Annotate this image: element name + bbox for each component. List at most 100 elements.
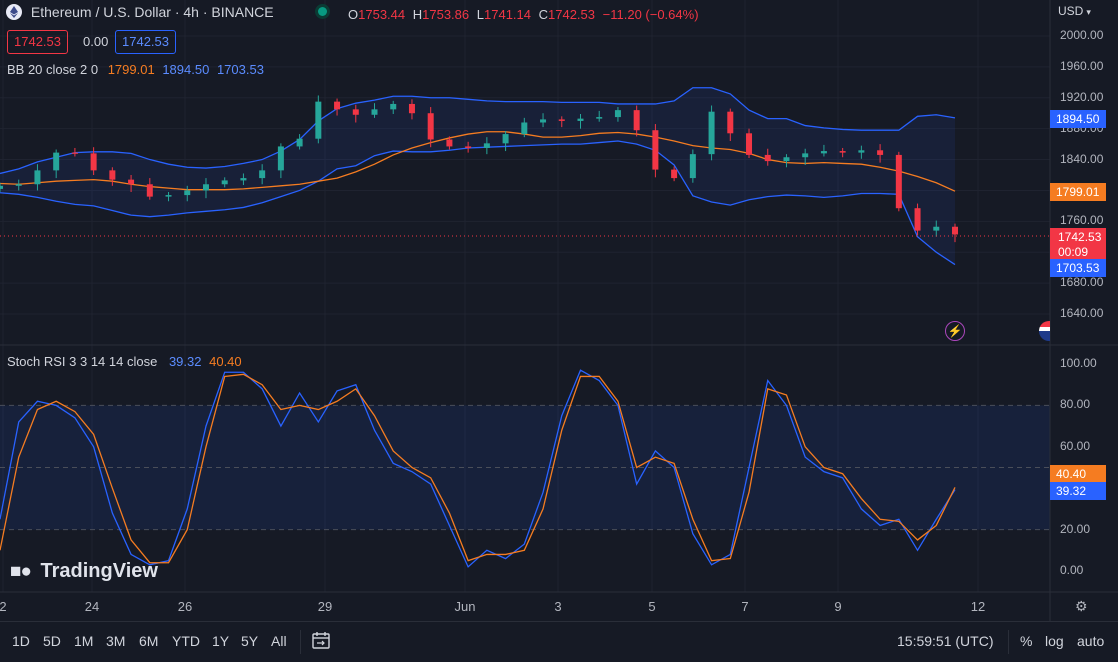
stoch-legend[interactable]: Stoch RSI 3 3 14 14 close 39.32 40.40 (7, 354, 242, 369)
price-tick-label: 1760.00 (1060, 213, 1104, 228)
candle-body (914, 208, 921, 231)
percent-scale-toggle[interactable]: % (1020, 633, 1033, 649)
currency-selector[interactable]: USD ▾ (1058, 4, 1091, 18)
candle (783, 154, 790, 168)
settings-gear-icon[interactable]: ⚙ (1075, 598, 1088, 614)
candle (202, 178, 209, 199)
candle (427, 107, 434, 148)
bb-upper-value: 1894.50 (162, 62, 210, 77)
candle-body (109, 170, 116, 180)
candle (221, 177, 228, 188)
timeframe-button-all[interactable]: All (271, 633, 287, 649)
candle-body (502, 134, 509, 144)
timeframe-button-6m[interactable]: 6M (139, 633, 159, 649)
stoch-lines (0, 369, 956, 568)
bb-legend[interactable]: BB 20 close 2 0 1799.01 1894.50 1703.53 (7, 62, 264, 77)
candle (90, 147, 97, 175)
time-tick-label: Jun (454, 599, 476, 614)
candle (877, 144, 884, 163)
bar-countdown: 00:09 (1058, 245, 1089, 259)
candle (390, 100, 397, 114)
timeframe-button-5y[interactable]: 5Y (241, 633, 259, 649)
candle (165, 191, 172, 202)
timeframe-button-1y[interactable]: 1Y (212, 633, 230, 649)
lightning-icon[interactable]: ⚡ (945, 321, 965, 341)
low-value: 1741.14 (484, 7, 531, 22)
timeframe-button-ytd[interactable]: YTD (172, 633, 200, 649)
bb-lower-line (0, 140, 956, 266)
candle-body (839, 151, 846, 153)
stoch-tick-label: 20.00 (1060, 521, 1091, 536)
timeframe-button-5d[interactable]: 5D (43, 633, 61, 649)
stoch-label: Stoch RSI 3 3 14 14 close (7, 354, 158, 369)
divider (1008, 630, 1009, 654)
log-scale-toggle[interactable]: log (1045, 633, 1064, 649)
stoch-d-line (0, 373, 956, 564)
candle-body (895, 154, 902, 209)
candle (577, 113, 584, 129)
candle-body (128, 179, 135, 185)
candle (540, 113, 547, 128)
candle-body (146, 184, 153, 197)
candle-body (877, 150, 884, 155)
price-tick-label: 2000.00 (1060, 28, 1104, 42)
flag-icon[interactable] (1039, 321, 1050, 341)
stoch-d-value: 40.40 (209, 354, 242, 369)
time-tick-label: 29 (317, 599, 333, 614)
timeframe-button-1m[interactable]: 1M (74, 633, 94, 649)
candle-body (521, 122, 528, 135)
time-tick-label: 24 (84, 599, 100, 614)
price-tick-label: 1680.00 (1060, 275, 1104, 290)
candle (802, 148, 809, 165)
tradingview-logo[interactable]: ■● TradingView (10, 560, 158, 582)
candle (184, 185, 191, 202)
bb-upper-tag: 1894.50 (1050, 110, 1106, 128)
ohlc-values: O1753.44 H1753.86 L1741.14 C1742.53 −11.… (348, 7, 699, 22)
candle-body (540, 119, 547, 123)
candle-body (671, 169, 678, 179)
bb-basis-tag: 1799.01 (1050, 183, 1106, 201)
candle-body (315, 101, 322, 139)
candle-body (858, 150, 865, 153)
candle (483, 137, 490, 155)
candle (0, 182, 3, 192)
time-tick-label: 12 (970, 599, 986, 614)
sell-price-button[interactable]: 1742.53 (7, 30, 68, 54)
date-range-icon[interactable] (311, 630, 331, 650)
candle-body (614, 110, 621, 118)
market-status-icon[interactable] (318, 7, 327, 16)
stoch-tick-label: 100.00 (1060, 356, 1097, 370)
candle (820, 144, 827, 157)
candle-body (90, 153, 97, 171)
candle (277, 143, 284, 179)
stoch-k-value: 39.32 (168, 354, 202, 369)
ethereum-logo-icon (6, 4, 22, 20)
candle-body (165, 195, 172, 197)
candle (839, 147, 846, 158)
clock[interactable]: 15:59:51 (UTC) (897, 633, 994, 649)
stoch-d-tag: 40.40 (1050, 465, 1106, 483)
bb-lower-tag: 1703.53 (1050, 259, 1106, 277)
buy-price-button[interactable]: 1742.53 (115, 30, 176, 54)
auto-scale-toggle[interactable]: auto (1077, 633, 1105, 649)
candle-body (296, 138, 303, 147)
candle-body (34, 170, 41, 185)
candle-body (746, 133, 753, 155)
candle-body (952, 226, 958, 235)
candle (558, 116, 565, 128)
candle (71, 147, 78, 157)
candle (109, 167, 116, 186)
timeframe-button-3m[interactable]: 3M (106, 633, 126, 649)
candle-body (783, 157, 790, 162)
symbol-header[interactable]: Ethereum / U.S. Dollar · 4h · BINANCE (6, 4, 274, 20)
candle (746, 128, 753, 159)
candle-body (727, 111, 734, 134)
symbol-title[interactable]: Ethereum / U.S. Dollar · 4h · BINANCE (30, 4, 274, 20)
candle (614, 107, 621, 122)
timeframe-button-1d[interactable]: 1D (12, 633, 30, 649)
close-value: 1742.53 (548, 7, 596, 22)
candle (764, 148, 771, 166)
candle-body (820, 151, 827, 154)
candle-body (558, 119, 565, 121)
